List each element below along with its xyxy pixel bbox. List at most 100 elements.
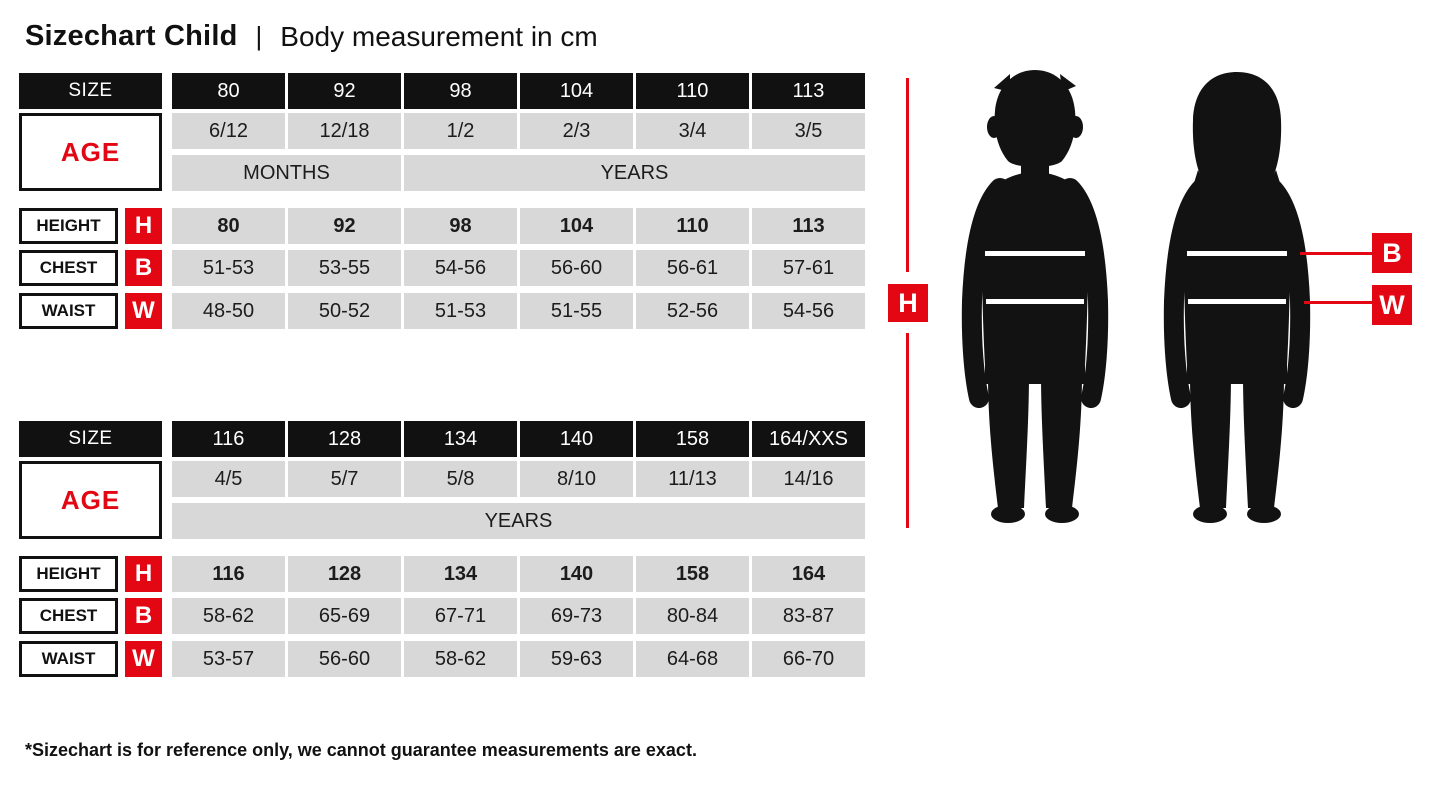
height-cell: 128 [288, 556, 401, 592]
waist-marker-key: W [125, 293, 162, 329]
age-cell: 11/13 [636, 461, 749, 497]
chest-cell: 51-53 [172, 250, 285, 286]
size-cell: 92 [288, 73, 401, 109]
size-cell: 104 [520, 73, 633, 109]
waist-cell: 59-63 [520, 641, 633, 677]
height-cell: 134 [404, 556, 517, 592]
chest-pointer-line [1300, 252, 1372, 255]
chest-cell: 57-61 [752, 250, 865, 286]
waist-cell: 54-56 [752, 293, 865, 329]
age-unit-months: MONTHS [172, 155, 401, 191]
age-cell: 6/12 [172, 113, 285, 149]
age-cell: 3/5 [752, 113, 865, 149]
waist-cell: 48-50 [172, 293, 285, 329]
boy-silhouette [961, 70, 1109, 523]
chest-cell: 69-73 [520, 598, 633, 634]
chest-cell: 54-56 [404, 250, 517, 286]
title-main: Sizechart Child [25, 20, 238, 52]
height-cell: 92 [288, 208, 401, 244]
age-cell: 4/5 [172, 461, 285, 497]
height-line-bottom [906, 333, 909, 528]
size-cell: 158 [636, 421, 749, 457]
waist-cell: 64-68 [636, 641, 749, 677]
height-cell: 164 [752, 556, 865, 592]
boy-chest-line [985, 251, 1085, 256]
height-label: HEIGHT [19, 556, 118, 592]
size-table-small: SIZE 80 92 98 104 110 113 AGE 6/12 12/18… [19, 73, 865, 329]
height-label: HEIGHT [19, 208, 118, 244]
chest-cell: 53-55 [288, 250, 401, 286]
waist-label-row: WAIST W [19, 641, 162, 677]
waist-cell: 51-53 [404, 293, 517, 329]
chest-label-row: CHEST B [19, 598, 162, 634]
chest-marker-badge: B [1372, 233, 1412, 273]
girl-silhouette [1163, 72, 1311, 523]
size-cell: 116 [172, 421, 285, 457]
waist-cell: 51-55 [520, 293, 633, 329]
age-cell: 3/4 [636, 113, 749, 149]
age-label: AGE [19, 461, 162, 539]
chest-cell: 80-84 [636, 598, 749, 634]
height-marker-key: H [125, 208, 162, 244]
age-unit-years: YEARS [404, 155, 865, 191]
age-unit-years: YEARS [172, 503, 865, 539]
waist-marker-key: W [125, 641, 162, 677]
footnote: *Sizechart is for reference only, we can… [25, 740, 697, 760]
chest-cell: 67-71 [404, 598, 517, 634]
waist-label: WAIST [19, 641, 118, 677]
waist-label-row: WAIST W [19, 293, 162, 329]
page-title: Sizechart Child | Body measurement in cm [25, 20, 598, 53]
waist-cell: 53-57 [172, 641, 285, 677]
waist-cell: 66-70 [752, 641, 865, 677]
boy-waist-line [986, 299, 1084, 304]
chest-marker-key: B [125, 598, 162, 634]
height-cell: 98 [404, 208, 517, 244]
waist-cell: 52-56 [636, 293, 749, 329]
chest-cell: 58-62 [172, 598, 285, 634]
height-cell: 110 [636, 208, 749, 244]
height-label-row: HEIGHT H [19, 208, 162, 244]
height-cell: 140 [520, 556, 633, 592]
age-cell: 5/8 [404, 461, 517, 497]
age-label: AGE [19, 113, 162, 191]
chest-cell: 56-60 [520, 250, 633, 286]
age-cell: 14/16 [752, 461, 865, 497]
size-cell: 110 [636, 73, 749, 109]
height-cell: 116 [172, 556, 285, 592]
age-cell: 1/2 [404, 113, 517, 149]
size-cell: 98 [404, 73, 517, 109]
age-cell: 2/3 [520, 113, 633, 149]
size-cell: 113 [752, 73, 865, 109]
waist-cell: 58-62 [404, 641, 517, 677]
height-marker-badge: H [888, 284, 928, 322]
size-cell: 164/XXS [752, 421, 865, 457]
height-cell: 80 [172, 208, 285, 244]
height-label-row: HEIGHT H [19, 556, 162, 592]
size-label: SIZE [19, 421, 162, 457]
waist-pointer-line [1304, 301, 1372, 304]
chest-cell: 83-87 [752, 598, 865, 634]
height-line-top [906, 78, 909, 272]
size-cell: 80 [172, 73, 285, 109]
girl-chest-line [1187, 251, 1287, 256]
waist-label: WAIST [19, 293, 118, 329]
size-cell: 134 [404, 421, 517, 457]
size-cell: 128 [288, 421, 401, 457]
waist-cell: 56-60 [288, 641, 401, 677]
girl-waist-line [1188, 299, 1286, 304]
age-cell: 12/18 [288, 113, 401, 149]
height-cell: 104 [520, 208, 633, 244]
chest-label-row: CHEST B [19, 250, 162, 286]
chest-cell: 65-69 [288, 598, 401, 634]
size-label: SIZE [19, 73, 162, 109]
height-cell: 158 [636, 556, 749, 592]
size-table-large: SIZE 116 128 134 140 158 164/XXS AGE 4/5… [19, 421, 865, 677]
chest-cell: 56-61 [636, 250, 749, 286]
waist-cell: 50-52 [288, 293, 401, 329]
chest-marker-key: B [125, 250, 162, 286]
title-subtitle: Body measurement in cm [280, 20, 598, 52]
title-separator: | [255, 21, 263, 51]
age-cell: 5/7 [288, 461, 401, 497]
chest-label: CHEST [19, 250, 118, 286]
